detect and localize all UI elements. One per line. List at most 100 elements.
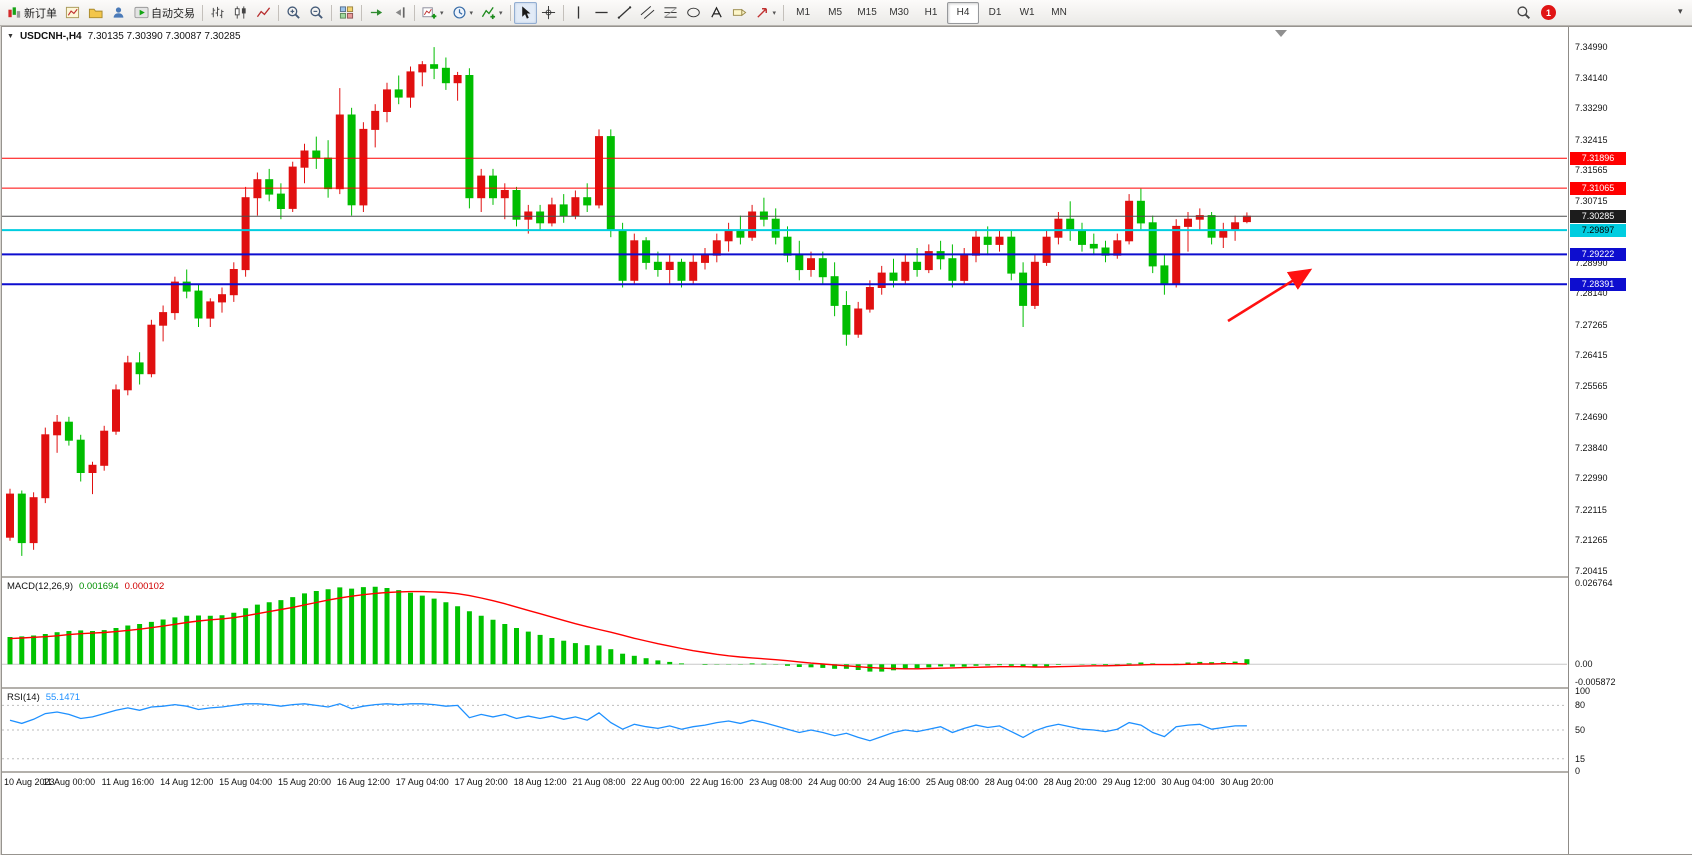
price-axis-label: 7.28140 xyxy=(1575,288,1608,298)
fibonacci-button[interactable] xyxy=(659,2,682,24)
toolbar-separator xyxy=(202,4,203,21)
vertical-line-icon xyxy=(571,5,586,20)
shapes-button[interactable] xyxy=(682,2,705,24)
search-button[interactable] xyxy=(1512,2,1535,24)
auto-trading-button[interactable]: 自动交易 xyxy=(130,2,199,24)
timeframe-mn-button[interactable]: MN xyxy=(1051,7,1067,18)
zoom-in-button[interactable] xyxy=(282,2,305,24)
zoom-out-button[interactable] xyxy=(305,2,328,24)
panel-separator[interactable] xyxy=(2,576,1692,578)
bar-chart-icon xyxy=(210,5,225,20)
candlestick-icon xyxy=(233,5,248,20)
candle xyxy=(1219,222,1228,248)
chart-window: ▼ USDCNH-,H4 7.30135 7.30390 7.30087 7.3… xyxy=(1,26,1692,855)
label-icon xyxy=(732,5,747,20)
candle xyxy=(630,233,639,284)
timeframe-h4-button[interactable]: H4 xyxy=(947,1,980,24)
toolbar: 新订单 自动交易 ▾ ▾ ▾ ▾ M1 M5 M15 M30 H1 H4 D1 W1 MN 1 ▾ xyxy=(0,0,1692,26)
price-axis-label: 7.28990 xyxy=(1575,258,1608,268)
trend-arrow-annotation[interactable] xyxy=(1227,268,1313,323)
bar-chart-button[interactable] xyxy=(206,2,229,24)
candle xyxy=(653,251,662,277)
community-icon xyxy=(111,5,126,20)
candle xyxy=(489,168,497,205)
candlestick-chart-button[interactable] xyxy=(229,2,252,24)
price-axis[interactable]: 7.34990 7.34140 7.33290 7.32415 7.31565 7.307… xyxy=(1568,27,1692,854)
rsi-panel-canvas[interactable] xyxy=(2,689,1567,771)
crosshair-button[interactable] xyxy=(537,2,560,24)
time-axis-label: 22 Aug 16:00 xyxy=(690,777,744,787)
timeframe-m5-button[interactable]: M5 xyxy=(828,7,843,18)
toolbar-overflow-icon[interactable]: ▾ xyxy=(1678,6,1683,16)
candle xyxy=(677,258,686,288)
period-dropdown-button[interactable]: ▾ xyxy=(448,2,478,24)
profiles-button[interactable] xyxy=(84,2,107,24)
timeframe-m30-button[interactable]: M30 xyxy=(889,7,909,18)
candle xyxy=(135,352,144,385)
candle xyxy=(1019,262,1028,327)
macd-panel-canvas[interactable] xyxy=(2,578,1567,687)
candle xyxy=(559,194,568,223)
candle xyxy=(100,425,109,471)
new-chart-button[interactable] xyxy=(61,2,84,24)
candle xyxy=(913,248,922,277)
timeframe-w1-button[interactable]: W1 xyxy=(1019,7,1035,18)
arrows-dropdown-button[interactable]: ▾ xyxy=(751,2,781,24)
text-button[interactable] xyxy=(705,2,728,24)
chart-shift-marker[interactable] xyxy=(1275,30,1287,37)
panel-separator[interactable] xyxy=(2,687,1692,689)
notifications-badge[interactable]: 1 xyxy=(1541,5,1556,20)
candle xyxy=(123,355,132,396)
price-line-badge: 7.29897 xyxy=(1570,224,1626,237)
panel-separator[interactable] xyxy=(2,771,1692,773)
candle xyxy=(383,82,391,123)
timeframe-d1-button[interactable]: D1 xyxy=(988,7,1002,18)
time-axis-label: 15 Aug 04:00 xyxy=(219,777,273,787)
candle xyxy=(547,197,556,227)
time-axis-label: 14 Aug 12:00 xyxy=(160,777,214,787)
time-axis-label: 21 Aug 08:00 xyxy=(572,777,626,787)
text-icon xyxy=(709,5,724,20)
tile-windows-icon xyxy=(339,5,354,20)
candle xyxy=(524,204,533,234)
price-line-badge: 7.31896 xyxy=(1570,152,1626,165)
dropdown-caret-icon: ▾ xyxy=(772,9,777,17)
horizontal-line-button[interactable] xyxy=(590,2,613,24)
candle xyxy=(241,186,250,277)
macd-histogram xyxy=(7,586,1250,672)
toolbar-right-group: 1 xyxy=(1512,0,1556,25)
timeframe-m1-button[interactable]: M1 xyxy=(796,7,811,18)
price-line-badge: 7.31065 xyxy=(1570,182,1626,195)
price-axis-label: 7.34990 xyxy=(1575,42,1608,52)
time-axis[interactable]: 10 Aug 2023 11 Aug 00:00 11 Aug 16:00 14 Au… xyxy=(2,773,1568,795)
candle xyxy=(595,129,603,209)
new-chart-dropdown-button[interactable]: ▾ xyxy=(418,2,448,24)
candle xyxy=(147,319,156,378)
new-order-button[interactable]: 新订单 xyxy=(3,2,61,24)
indicators-dropdown-button[interactable]: ▾ xyxy=(477,2,507,24)
vertical-line-button[interactable] xyxy=(567,2,590,24)
price-axis-label: 7.31565 xyxy=(1575,165,1608,175)
candle xyxy=(960,248,969,284)
candle xyxy=(159,305,168,342)
candle xyxy=(430,47,439,80)
line-chart-button[interactable] xyxy=(252,2,275,24)
auto-scroll-button[interactable] xyxy=(365,2,388,24)
toolbar-separator xyxy=(783,4,785,21)
community-button[interactable] xyxy=(107,2,130,24)
candle xyxy=(194,283,203,327)
trendline-button[interactable] xyxy=(613,2,636,24)
timeframe-h1-button[interactable]: H1 xyxy=(924,7,938,18)
label-button[interactable] xyxy=(728,2,751,24)
timeframe-m15-button[interactable]: M15 xyxy=(857,7,877,18)
price-chart-canvas[interactable] xyxy=(2,27,1567,576)
channel-button[interactable] xyxy=(636,2,659,24)
symbol-dropdown-icon[interactable]: ▼ xyxy=(7,33,14,40)
chart-shift-button[interactable] xyxy=(388,2,411,24)
candle xyxy=(453,71,462,101)
tile-windows-button[interactable] xyxy=(335,2,358,24)
cursor-button[interactable] xyxy=(513,1,537,24)
price-axis-label: 7.34140 xyxy=(1575,73,1608,83)
symbol-period-label: USDCNH-,H4 xyxy=(19,31,82,42)
candle xyxy=(1078,222,1086,252)
